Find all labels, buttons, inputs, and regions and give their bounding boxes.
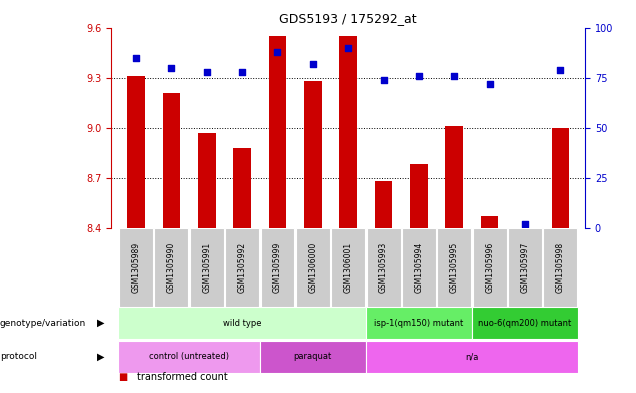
Point: [167, 64, 177, 71]
Bar: [118, 341, 260, 373]
Bar: [260, 341, 366, 373]
Bar: [438, 228, 471, 307]
Bar: [366, 307, 472, 339]
Text: GSM1305999: GSM1305999: [273, 242, 282, 293]
Bar: [551, 128, 569, 228]
Text: GSM1305998: GSM1305998: [556, 242, 565, 293]
Text: ■: ■: [118, 372, 127, 382]
Bar: [410, 164, 428, 228]
Title: GDS5193 / 175292_at: GDS5193 / 175292_at: [279, 12, 417, 25]
Text: GSM1305992: GSM1305992: [238, 242, 247, 293]
Bar: [233, 148, 251, 228]
Bar: [445, 126, 463, 228]
Text: GSM1305996: GSM1305996: [485, 242, 494, 293]
Point: [414, 72, 424, 79]
Text: wild type: wild type: [223, 319, 261, 328]
Text: GSM1305991: GSM1305991: [202, 242, 211, 293]
Text: GSM1306001: GSM1306001: [343, 242, 353, 293]
Point: [272, 48, 282, 55]
Point: [202, 68, 212, 75]
Bar: [340, 36, 357, 228]
Bar: [402, 228, 436, 307]
Point: [131, 54, 141, 61]
Text: GSM1305993: GSM1305993: [379, 242, 388, 293]
Bar: [198, 133, 216, 228]
Text: transformed count: transformed count: [137, 372, 228, 382]
Text: ▶: ▶: [97, 352, 105, 362]
Point: [485, 81, 495, 87]
Text: control (untreated): control (untreated): [149, 352, 229, 361]
Bar: [366, 228, 401, 307]
Text: isp-1(qm150) mutant: isp-1(qm150) mutant: [375, 319, 464, 328]
Bar: [543, 228, 577, 307]
Bar: [304, 81, 322, 228]
Bar: [119, 228, 153, 307]
Bar: [155, 228, 188, 307]
Bar: [508, 228, 542, 307]
Text: GSM1305994: GSM1305994: [415, 242, 424, 293]
Bar: [296, 228, 330, 307]
Bar: [127, 76, 145, 228]
Point: [555, 66, 565, 73]
Text: protocol: protocol: [0, 352, 37, 361]
Text: GSM1305990: GSM1305990: [167, 242, 176, 293]
Bar: [268, 36, 286, 228]
Bar: [366, 341, 578, 373]
Text: GSM1305989: GSM1305989: [132, 242, 141, 293]
Bar: [190, 228, 224, 307]
Point: [308, 61, 318, 67]
Bar: [375, 181, 392, 228]
Bar: [331, 228, 365, 307]
Text: GSM1305995: GSM1305995: [450, 242, 459, 293]
Point: [378, 77, 389, 83]
Point: [520, 221, 530, 227]
Point: [343, 44, 354, 51]
Point: [237, 68, 247, 75]
Bar: [163, 93, 180, 228]
Text: GSM1306000: GSM1306000: [308, 242, 317, 293]
Bar: [225, 228, 259, 307]
Bar: [481, 216, 499, 228]
Text: nuo-6(qm200) mutant: nuo-6(qm200) mutant: [478, 319, 572, 328]
Bar: [261, 228, 294, 307]
Text: GSM1305997: GSM1305997: [520, 242, 530, 293]
Bar: [473, 228, 507, 307]
Text: n/a: n/a: [466, 352, 479, 361]
Bar: [472, 307, 578, 339]
Point: [449, 72, 459, 79]
Text: paraquat: paraquat: [294, 352, 332, 361]
Text: ▶: ▶: [97, 318, 105, 328]
Text: genotype/variation: genotype/variation: [0, 319, 86, 328]
Bar: [118, 307, 366, 339]
